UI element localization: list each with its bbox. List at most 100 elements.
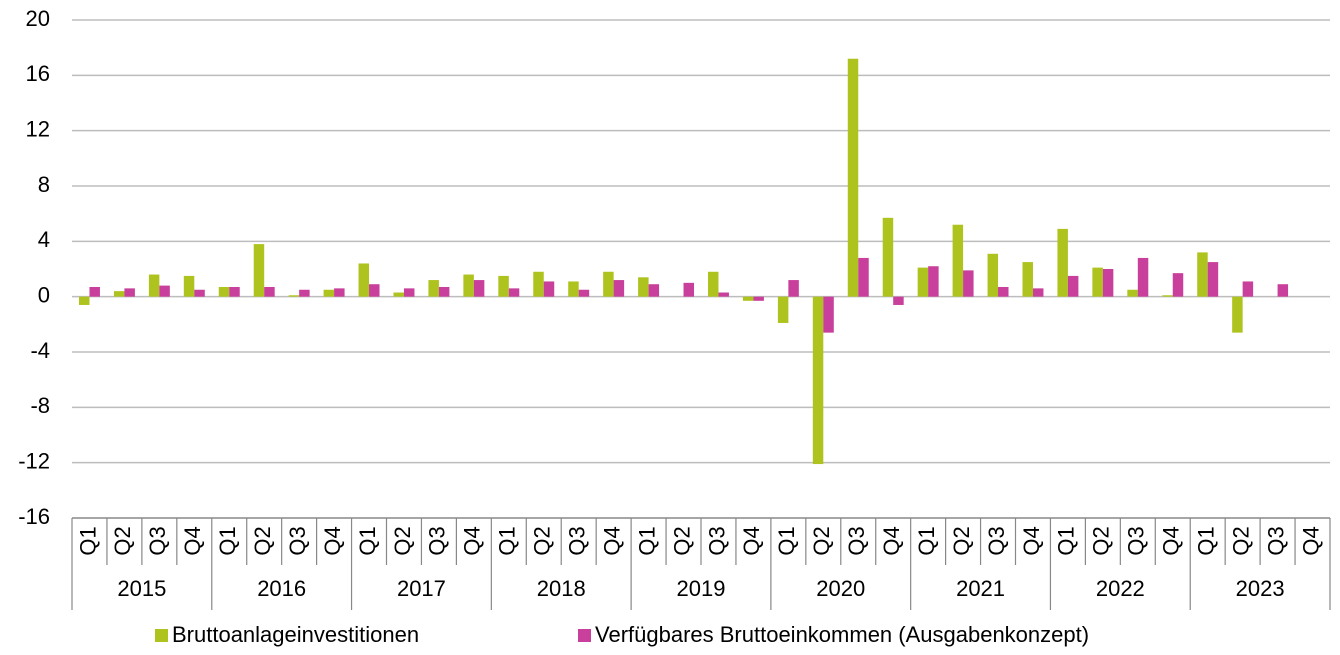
bar (998, 286, 1009, 297)
bar (543, 281, 555, 297)
legend-swatch (578, 629, 591, 642)
bar (928, 266, 939, 297)
y-tick-label: -16 (18, 504, 50, 529)
bar (124, 288, 135, 297)
bar (508, 288, 520, 297)
bar (393, 292, 404, 297)
bar (1057, 228, 1068, 297)
bar (229, 286, 240, 297)
bar (1067, 275, 1079, 297)
bar (498, 275, 509, 297)
legend-label: Bruttoanlageinvestitionen (172, 622, 419, 647)
bar (847, 58, 859, 297)
x-tick-label: Q4 (879, 526, 904, 555)
bar (917, 267, 929, 297)
y-tick-label: -12 (18, 448, 50, 473)
bar (638, 277, 649, 297)
bar (218, 286, 230, 297)
bar (1022, 262, 1033, 297)
x-tick-label: Q4 (180, 526, 205, 555)
bar (1032, 288, 1044, 297)
x-tick-label: Q1 (215, 526, 240, 555)
bar (89, 286, 100, 297)
bar (194, 289, 205, 297)
x-tick-label: Q4 (320, 526, 345, 555)
x-tick-label: Q3 (285, 526, 310, 555)
bar (707, 271, 719, 297)
x-tick-label: Q4 (1019, 526, 1044, 555)
bar (1207, 262, 1219, 297)
bar (463, 274, 474, 297)
y-tick-label: 20 (26, 6, 50, 31)
x-tick-label: Q2 (809, 526, 834, 555)
bar (987, 253, 999, 297)
bar (788, 280, 799, 297)
x-tick-label: Q1 (914, 526, 939, 555)
x-tick-label: Q2 (530, 526, 555, 555)
bar (288, 295, 300, 297)
bar (533, 271, 544, 297)
x-tick-label: Q3 (984, 526, 1009, 555)
bar (603, 271, 614, 297)
y-tick-label: 8 (38, 172, 50, 197)
bar (113, 291, 125, 297)
bar (568, 281, 579, 297)
bar (159, 285, 170, 297)
bar (742, 296, 754, 301)
x-tick-label: Q4 (1298, 526, 1323, 555)
year-label: 2021 (956, 576, 1005, 601)
bar (893, 296, 904, 305)
bar (683, 282, 695, 297)
bar (1242, 281, 1254, 297)
bar (428, 280, 439, 297)
bar (1137, 257, 1149, 297)
year-label: 2018 (537, 576, 586, 601)
x-tick-label: Q1 (75, 526, 100, 555)
y-tick-label: -8 (30, 393, 50, 418)
x-tick-label: Q1 (355, 526, 380, 555)
x-tick-label: Q2 (1228, 526, 1253, 555)
x-tick-label: Q4 (599, 526, 624, 555)
x-tick-label: Q2 (250, 526, 275, 555)
x-tick-label: Q1 (634, 526, 659, 555)
bar (952, 224, 964, 297)
bar (183, 275, 195, 297)
x-tick-label: Q3 (704, 526, 729, 555)
x-tick-label: Q4 (460, 526, 485, 555)
year-label: 2017 (397, 576, 446, 601)
x-tick-label: Q2 (390, 526, 415, 555)
bar (1127, 289, 1138, 297)
bar (613, 280, 625, 297)
bar (358, 263, 370, 297)
x-tick-label: Q4 (739, 526, 764, 555)
bar (777, 296, 789, 323)
bar (578, 289, 590, 297)
year-label: 2019 (677, 576, 726, 601)
x-tick-label: Q1 (495, 526, 520, 555)
x-tick-label: Q3 (1124, 526, 1149, 555)
bar (253, 244, 265, 297)
bar (299, 289, 310, 297)
year-label: 2022 (1096, 576, 1145, 601)
year-label: 2015 (117, 576, 166, 601)
bar (882, 217, 894, 297)
bar (1172, 273, 1184, 297)
bar (753, 296, 764, 301)
bar (648, 284, 660, 297)
bar (473, 280, 485, 297)
bar (1232, 296, 1243, 333)
bar (823, 296, 834, 333)
x-tick-label: Q2 (1089, 526, 1114, 555)
x-tick-label: Q2 (110, 526, 135, 555)
bar (403, 288, 415, 297)
x-tick-label: Q4 (1159, 526, 1184, 555)
bar (323, 289, 335, 297)
y-tick-label: 4 (38, 227, 50, 252)
x-tick-label: Q3 (844, 526, 869, 555)
bar (718, 292, 729, 297)
x-tick-label: Q1 (1194, 526, 1219, 555)
y-tick-label: 0 (38, 282, 50, 307)
y-tick-label: 16 (26, 61, 50, 86)
x-tick-label: Q3 (565, 526, 590, 555)
